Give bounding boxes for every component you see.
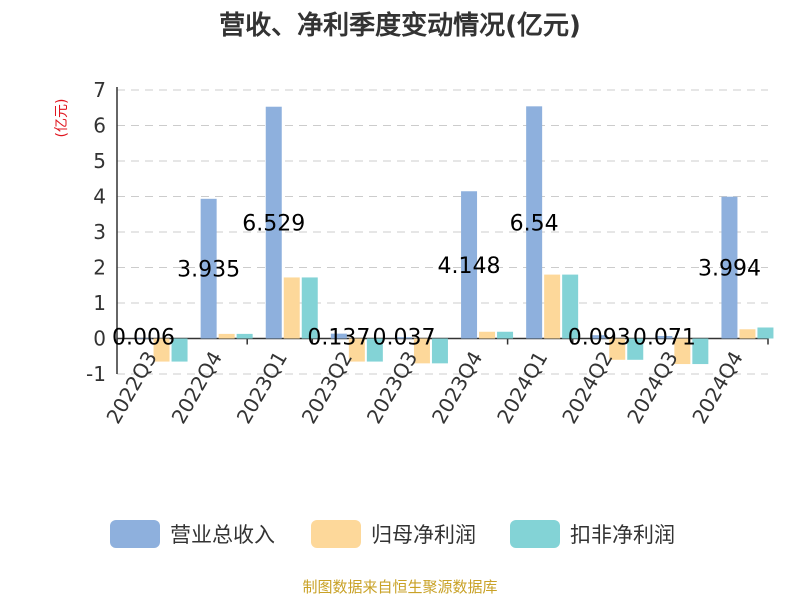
bar-revenue [656, 335, 673, 339]
bar-deducted-net-profit [757, 327, 774, 339]
y-tick-label: -1 [86, 362, 106, 386]
legend-label: 扣非净利润 [570, 523, 675, 547]
legend-label: 归母净利润 [371, 523, 476, 547]
data-label: 4.148 [438, 254, 501, 279]
data-label: 0.037 [372, 326, 435, 351]
data-label: 0.006 [112, 326, 175, 351]
bar-net-profit [674, 338, 691, 365]
bar-net-profit [739, 329, 756, 339]
y-tick-label: 5 [93, 149, 106, 173]
bar-net-profit [609, 338, 626, 360]
y-tick-label: 1 [93, 291, 106, 315]
bar-deducted-net-profit [562, 274, 579, 339]
x-tick-label: 2023Q2 [297, 347, 357, 428]
legend-swatch [510, 520, 560, 548]
data-label: 0.137 [307, 326, 370, 351]
y-axis-unit: (亿元) [54, 99, 70, 138]
chart-title: 营收、净利季度变动情况(亿元) [219, 10, 581, 41]
y-tick-label: 3 [93, 220, 106, 244]
bar-net-profit [218, 333, 235, 339]
data-label: 3.935 [177, 258, 240, 283]
bar-deducted-net-profit [627, 338, 644, 360]
bar-revenue [265, 106, 282, 339]
bar-deducted-net-profit [431, 338, 448, 364]
bar-deducted-net-profit [692, 338, 709, 365]
bar-deducted-net-profit [171, 338, 188, 362]
legend-swatch [311, 520, 361, 548]
bar-deducted-net-profit [366, 338, 383, 362]
data-label: 0.071 [633, 326, 696, 351]
x-tick-label: 2022Q3 [101, 347, 161, 428]
data-label: 6.54 [510, 211, 559, 236]
y-tick-label: 4 [93, 185, 106, 209]
bar-revenue [395, 337, 412, 339]
bar-revenue [330, 333, 347, 339]
y-tick-label: 7 [93, 78, 106, 102]
bar-deducted-net-profit [497, 331, 514, 339]
x-tick-label: 2023Q1 [232, 347, 292, 428]
data-label: 0.093 [568, 326, 631, 351]
bar-net-profit [544, 274, 561, 339]
y-tick-label: 2 [93, 256, 106, 280]
bar-deducted-net-profit [236, 333, 253, 339]
y-tick-label: 0 [93, 327, 106, 351]
x-tick-label: 2024Q1 [492, 347, 552, 428]
y-tick-label: 6 [93, 114, 106, 138]
bar-net-profit [153, 338, 170, 362]
x-tick-label: 2024Q2 [557, 347, 617, 428]
source-note: 制图数据来自恒生聚源数据库 [302, 578, 497, 596]
bar-deducted-net-profit [301, 277, 318, 339]
bar-revenue [135, 338, 152, 339]
data-label: 3.994 [698, 257, 761, 282]
bar-net-profit [283, 277, 300, 339]
bar-revenue [591, 335, 608, 339]
legend-swatch [110, 520, 160, 548]
legend-label: 营业总收入 [170, 523, 275, 547]
data-label: 6.529 [242, 212, 305, 237]
bar-revenue [200, 198, 217, 339]
bar-revenue [721, 196, 738, 339]
bar-revenue [461, 191, 478, 339]
bar-net-profit [348, 338, 365, 362]
bar-net-profit [479, 331, 496, 339]
bar-revenue [526, 106, 543, 339]
bar-net-profit [413, 338, 430, 364]
